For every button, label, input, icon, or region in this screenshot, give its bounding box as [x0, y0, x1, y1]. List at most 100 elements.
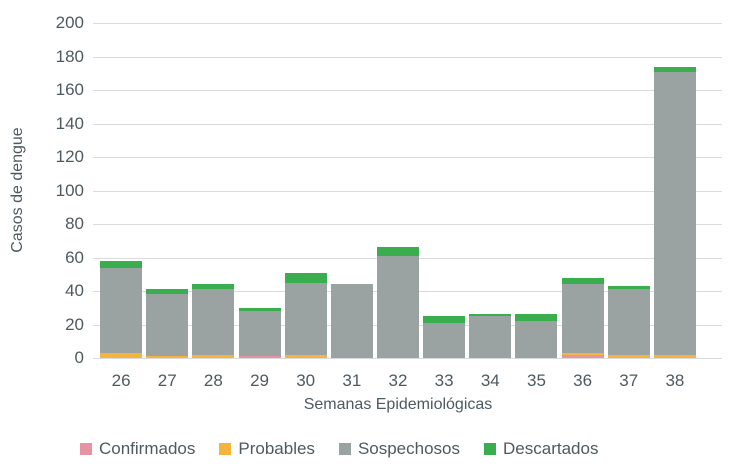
segment-descartados-week-30: [284, 272, 327, 283]
legend-label: Sospechosos: [357, 439, 461, 458]
segment-sospechosos-week-29: [238, 311, 281, 357]
bar-week-36: [561, 277, 604, 358]
segment-confirmados-week-36: [561, 354, 604, 358]
legend-item-probables: Probables: [219, 439, 315, 459]
segment-probables-week-38: [653, 354, 696, 358]
gridline-80: [99, 224, 722, 225]
y-tick-mark: [93, 224, 99, 225]
segment-sospechosos-week-36: [561, 284, 604, 353]
x-tick-label-26: 26: [111, 371, 131, 390]
y-tick-label-160: 160: [55, 80, 84, 99]
x-axis-title: Semanas Epidemiológicas: [303, 396, 493, 413]
gridline-0: [99, 358, 722, 359]
gridline-200: [99, 23, 722, 24]
bar-week-35: [515, 314, 558, 358]
gridline-180: [99, 56, 722, 58]
segment-descartados-week-35: [515, 314, 558, 322]
legend-swatch-icon: [338, 443, 351, 455]
y-tick-label-140: 140: [55, 113, 84, 133]
y-tick-label-180: 180: [55, 46, 84, 66]
gridline-100: [99, 190, 722, 192]
segment-probables-week-37: [607, 354, 650, 358]
x-tick-label-37: 37: [619, 371, 639, 390]
segment-descartados-week-37: [607, 285, 650, 290]
y-tick-label-100: 100: [55, 180, 84, 200]
segment-probables-week-27: [146, 356, 189, 358]
y-tick-mark: [93, 190, 99, 192]
bar-week-37: [607, 285, 650, 358]
y-tick-mark: [93, 123, 99, 125]
y-tick-mark: [93, 358, 99, 359]
segment-sospechosos-week-32: [377, 255, 419, 358]
x-tick-label-31: 31: [342, 371, 362, 390]
segment-sospechosos-week-28: [192, 289, 235, 355]
y-tick-label-80: 80: [65, 214, 84, 233]
segment-probables-week-26: [100, 352, 143, 358]
legend-item-descartados: Descartados: [484, 439, 598, 459]
x-tick-label-27: 27: [157, 371, 177, 390]
segment-descartados-week-38: [653, 66, 696, 72]
x-tick-label-28: 28: [203, 371, 223, 390]
segment-descartados-week-29: [238, 307, 281, 312]
y-tick-label-20: 20: [65, 314, 84, 334]
y-tick-label-0: 0: [74, 348, 84, 367]
legend-swatch-icon: [80, 443, 92, 455]
segment-sospechosos-week-26: [100, 267, 143, 353]
y-tick-mark: [93, 23, 99, 24]
x-tick-label-35: 35: [526, 371, 546, 390]
legend-swatch-icon: [219, 443, 232, 455]
bar-week-26: [100, 260, 143, 358]
legend: Confirmados Probables Sospechosos Descartad…: [80, 439, 598, 459]
segment-descartados-week-36: [561, 277, 604, 285]
segment-confirmados-week-29: [238, 356, 281, 358]
gridline-140: [99, 123, 722, 125]
bar-week-30: [284, 272, 327, 358]
segment-descartados-week-28: [192, 284, 235, 290]
y-tick-mark: [93, 90, 99, 91]
legend-label: Confirmados: [99, 439, 196, 458]
gridline-160: [99, 90, 722, 91]
y-tick-label-40: 40: [65, 281, 84, 300]
segment-descartados-week-34: [469, 314, 512, 317]
y-tick-label-60: 60: [65, 247, 84, 267]
segment-descartados-week-27: [146, 289, 189, 295]
bar-week-27: [146, 289, 189, 358]
segment-sospechosos-week-34: [469, 316, 512, 358]
x-tick-label-36: 36: [573, 371, 593, 390]
x-tick-label-34: 34: [480, 371, 500, 390]
y-tick-mark: [93, 257, 99, 259]
segment-probables-week-36: [561, 352, 604, 355]
y-tick-label-120: 120: [55, 147, 84, 166]
segment-descartados-week-32: [377, 247, 419, 256]
segment-sospechosos-week-30: [284, 282, 327, 355]
segment-sospechosos-week-37: [607, 289, 650, 355]
y-tick-mark: [93, 324, 99, 326]
legend-swatch-icon: [484, 443, 497, 455]
segment-sospechosos-week-31: [330, 284, 373, 358]
segment-sospechosos-week-38: [653, 71, 696, 355]
bar-week-31: [330, 284, 373, 358]
segment-sospechosos-week-35: [515, 321, 558, 358]
bar-week-32: [377, 247, 419, 358]
y-tick-mark: [93, 291, 99, 292]
segment-sospechosos-week-27: [146, 294, 189, 357]
bar-week-34: [469, 314, 512, 358]
bar-week-29: [238, 307, 281, 358]
legend-item-confirmados: Confirmados: [80, 439, 195, 459]
segment-descartados-week-33: [423, 316, 466, 323]
legend-label: Descartados: [503, 439, 599, 458]
x-tick-label-30: 30: [296, 371, 316, 390]
bar-week-28: [192, 284, 235, 358]
segment-sospechosos-week-33: [423, 322, 466, 358]
y-tick-label-200: 200: [55, 13, 84, 32]
segment-probables-week-28: [192, 354, 235, 358]
y-tick-mark: [93, 157, 99, 158]
x-tick-label-33: 33: [434, 371, 454, 390]
legend-label: Probables: [238, 439, 315, 458]
x-tick-label-29: 29: [250, 371, 269, 390]
x-tick-label-32: 32: [388, 371, 408, 390]
legend-item-sospechosos: Sospechosos: [338, 439, 461, 459]
bar-week-33: [423, 316, 466, 358]
y-tick-mark: [93, 56, 99, 58]
